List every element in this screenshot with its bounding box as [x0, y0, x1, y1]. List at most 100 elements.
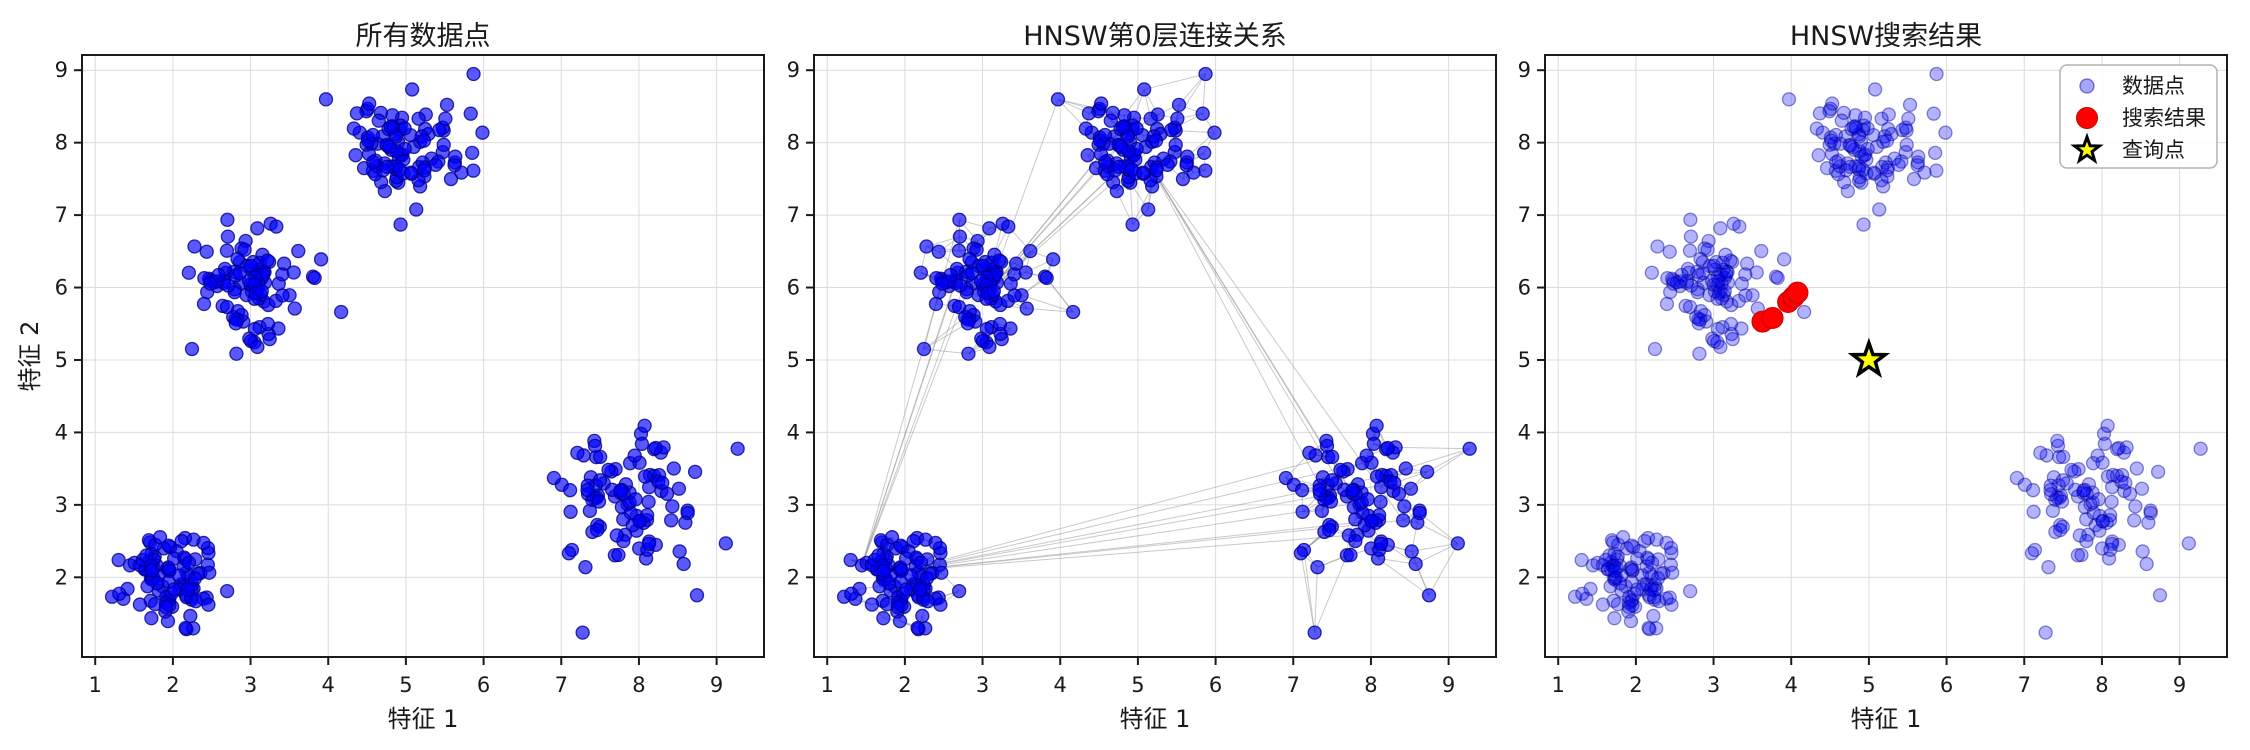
- data-point: [982, 221, 997, 236]
- y-tick-label: 2: [1518, 565, 1531, 589]
- data-point: [2033, 445, 2048, 460]
- data-point: [1641, 551, 1656, 567]
- data-point: [680, 505, 695, 521]
- data-point: [1894, 154, 1909, 169]
- data-point: [466, 163, 481, 178]
- data-point: [307, 270, 322, 286]
- data-point: [144, 611, 159, 626]
- data-point: [158, 599, 174, 615]
- data-point: [2053, 522, 2068, 538]
- axes-frame: [813, 54, 1497, 658]
- data-point: [1706, 258, 1721, 274]
- data-point: [1644, 265, 1659, 280]
- x-tick-label: 7: [2018, 673, 2031, 697]
- data-point: [1683, 229, 1699, 244]
- data-point: [1164, 122, 1179, 138]
- data-point: [933, 597, 948, 612]
- data-point: [2072, 528, 2087, 543]
- data-point: [2114, 474, 2129, 489]
- data-point: [1602, 548, 1617, 563]
- data-point: [2053, 488, 2069, 503]
- ticks-layer: 1 2 3 4 5 6 7 8 9 2 3 4 5 6 7 8 9: [787, 58, 1456, 697]
- data-point: [1647, 341, 1663, 357]
- data-point: [1822, 137, 1837, 152]
- data-point: [1911, 149, 1926, 164]
- data-point: [920, 594, 936, 609]
- data-point: [416, 133, 432, 148]
- data-point: [898, 582, 914, 597]
- data-point: [2051, 478, 2066, 493]
- data-point: [1408, 556, 1423, 572]
- data-point: [196, 296, 212, 312]
- data-point: [1859, 152, 1874, 167]
- data-point: [1705, 331, 1720, 346]
- data-point: [1141, 202, 1156, 217]
- x-tick-label: 2: [898, 673, 911, 697]
- data-point: [1659, 296, 1675, 312]
- data-point: [1078, 121, 1094, 136]
- data-point: [2026, 504, 2041, 519]
- data-point: [2070, 489, 2086, 504]
- data-point: [1360, 492, 1375, 507]
- data-point: [1359, 448, 1374, 463]
- data-point: [1699, 314, 1714, 329]
- data-point: [616, 512, 631, 527]
- data-point: [1681, 265, 1696, 280]
- data-point: [1710, 270, 1725, 285]
- data-point: [2095, 514, 2110, 529]
- data-point: [1609, 552, 1625, 567]
- data-point: [1621, 604, 1636, 619]
- data-point: [1007, 288, 1022, 303]
- y-tick-label: 3: [1518, 493, 1531, 517]
- data-point: [1603, 579, 1618, 594]
- data-point: [2143, 503, 2158, 518]
- data-point: [2085, 495, 2100, 510]
- data-point: [2141, 515, 2156, 530]
- data-point: [1693, 304, 1708, 319]
- axes-frame: [81, 54, 765, 658]
- data-point: [843, 552, 858, 568]
- data-point: [1875, 159, 1890, 175]
- graph-edge: [901, 456, 1329, 572]
- data-point: [2122, 486, 2138, 501]
- data-point: [1605, 535, 1621, 550]
- data-point: [964, 266, 980, 281]
- y-tick-label: 5: [55, 348, 68, 372]
- data-point: [1869, 139, 1884, 155]
- data-point: [203, 276, 218, 291]
- y-tick-label: 5: [787, 348, 800, 372]
- data-point: [1680, 261, 1696, 277]
- data-point: [232, 266, 248, 281]
- data-point: [578, 560, 593, 575]
- data-point: [1851, 127, 1867, 142]
- data-point: [943, 267, 958, 283]
- data-point: [393, 217, 408, 232]
- data-point: [1846, 119, 1861, 134]
- data-point: [250, 221, 265, 236]
- data-point: [1647, 583, 1662, 598]
- data-point: [465, 145, 480, 161]
- data-point: [1693, 312, 1708, 327]
- data-point: [1103, 113, 1118, 128]
- data-point: [1319, 438, 1335, 454]
- data-point: [1717, 284, 1732, 299]
- axes-frame: [1544, 54, 2228, 658]
- data-point: [1649, 532, 1664, 547]
- data-point: [2105, 467, 2121, 483]
- data-point: [910, 620, 925, 636]
- x-tick-label: 9: [710, 673, 723, 697]
- data-point: [1717, 271, 1732, 286]
- data-point: [1630, 551, 1645, 566]
- x-tick-label: 3: [244, 673, 257, 697]
- ticks-layer: 1 2 3 4 5 6 7 8 9 2 3 4 5 6 7 8 9: [1518, 58, 2187, 697]
- y-tick-label: 2: [55, 565, 68, 589]
- data-point: [2041, 560, 2056, 575]
- data-point: [1768, 269, 1784, 284]
- data-point: [2104, 479, 2120, 495]
- data-point: [2049, 490, 2065, 505]
- data-point: [2101, 551, 2117, 566]
- data-point: [1094, 96, 1109, 111]
- data-point: [1840, 156, 1855, 171]
- data-point: [2048, 524, 2063, 540]
- data-point: [671, 481, 687, 496]
